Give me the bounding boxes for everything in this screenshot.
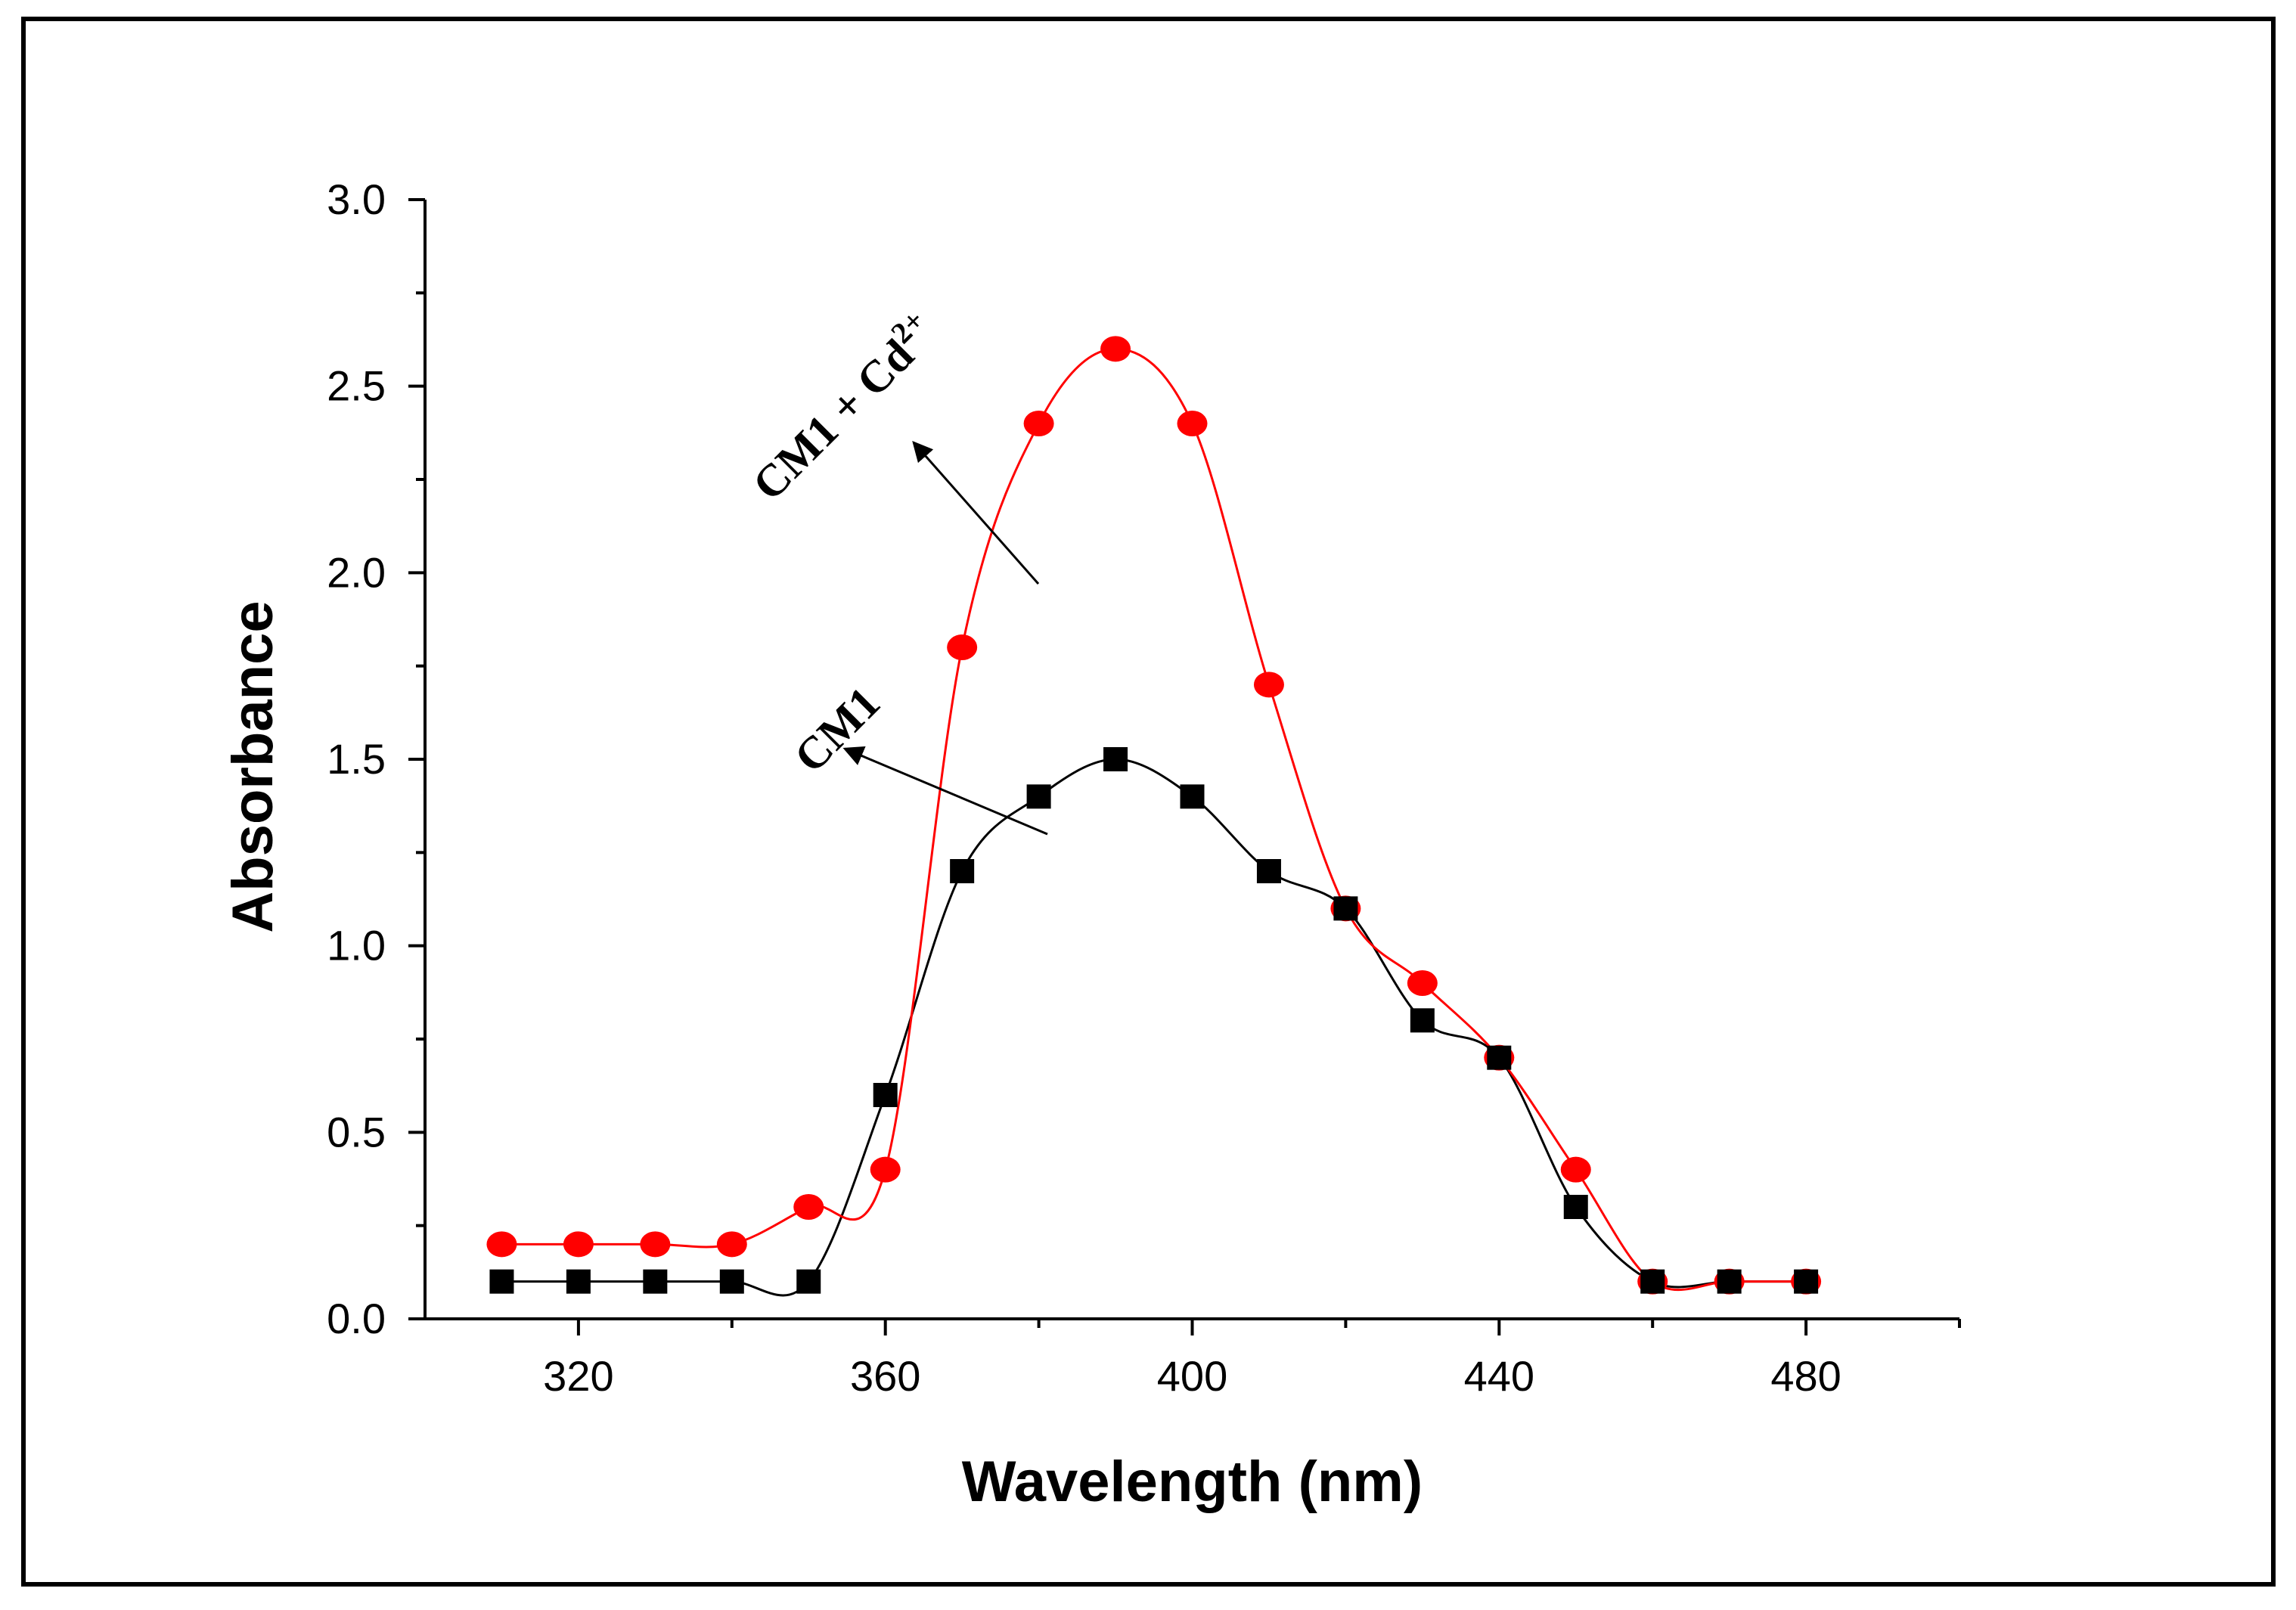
x-tick-label: 440 bbox=[1464, 1352, 1534, 1400]
y-tick-label: 2.5 bbox=[327, 362, 386, 410]
cm1-data-point bbox=[1794, 1269, 1819, 1294]
cm1-data-point bbox=[796, 1269, 821, 1294]
cm1-cd-data-point bbox=[716, 1231, 747, 1258]
cm1-data-point bbox=[1717, 1269, 1742, 1294]
cm1-cd-data-point bbox=[1177, 411, 1208, 436]
cm1-data-point bbox=[1333, 896, 1358, 921]
cm1-data-point bbox=[1410, 1008, 1435, 1033]
cm1-cd-data-point bbox=[486, 1231, 517, 1258]
cm1-data-point bbox=[1103, 747, 1128, 771]
cm1-cd-data-point bbox=[640, 1231, 671, 1258]
y-tick-label: 0.0 bbox=[327, 1295, 386, 1342]
y-tick-label: 0.5 bbox=[327, 1108, 386, 1156]
cm1-data-point bbox=[1026, 784, 1051, 809]
cm1-cd-fit-line bbox=[501, 347, 1807, 1292]
cm1-cd-data-point bbox=[870, 1156, 901, 1183]
figure-frame bbox=[21, 17, 2276, 1587]
y-tick-label: 1.0 bbox=[327, 922, 386, 969]
cm1-cd-data-point bbox=[1100, 336, 1131, 362]
cm1-data-point bbox=[489, 1269, 514, 1294]
cm1-cd-data-point bbox=[1023, 411, 1054, 436]
y-tick-label: 2.0 bbox=[327, 548, 386, 596]
y-axis-title: Absorbance bbox=[221, 600, 285, 932]
cm1-data-point bbox=[950, 859, 975, 883]
cm1-cd-data-point bbox=[947, 634, 978, 660]
cm1-data-point bbox=[873, 1083, 898, 1107]
annotation-cm1-cd-arrow bbox=[912, 440, 1040, 585]
cm1-data-point bbox=[719, 1269, 744, 1294]
annotation-cm1-arrow bbox=[842, 746, 1048, 836]
cm1-cd-data-point bbox=[1407, 970, 1438, 996]
cm1-data-point bbox=[566, 1269, 591, 1294]
cm1-data-point bbox=[1180, 784, 1205, 809]
cm1-cd-data-point bbox=[793, 1194, 824, 1220]
cm1-data-point bbox=[1563, 1195, 1588, 1219]
cm1-data-point bbox=[1487, 1045, 1512, 1070]
x-axis-title: Wavelength (nm) bbox=[962, 1450, 1423, 1514]
y-tick-label: 1.5 bbox=[327, 735, 386, 783]
x-tick-label: 320 bbox=[543, 1352, 613, 1400]
x-tick-label: 360 bbox=[850, 1352, 920, 1400]
cm1-data-point bbox=[1640, 1269, 1665, 1294]
y-tick-label: 3.0 bbox=[327, 175, 386, 223]
data-markers bbox=[486, 336, 1822, 1295]
cm1-data-point bbox=[643, 1269, 668, 1294]
axes: 0.0 0.5 1.0 1.5 2.0 2.5 3.0 320 360 400 440 480 Wave… bbox=[221, 175, 1961, 1514]
cm1-cd-data-point bbox=[1560, 1156, 1591, 1183]
cm1-cd-data-point bbox=[563, 1231, 594, 1258]
cm1-data-point bbox=[1256, 859, 1281, 883]
cm1-cd-data-point bbox=[1253, 672, 1284, 698]
x-tick-label: 400 bbox=[1157, 1352, 1227, 1400]
x-tick-label: 480 bbox=[1770, 1352, 1841, 1400]
